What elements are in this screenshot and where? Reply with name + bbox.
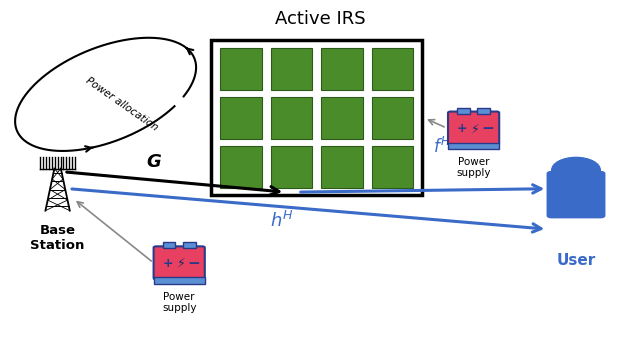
Text: Power
supply: Power supply <box>162 292 196 313</box>
Bar <box>321 48 363 90</box>
Bar <box>372 48 413 90</box>
Text: −: − <box>481 121 494 136</box>
Bar <box>271 48 312 90</box>
Bar <box>448 143 499 149</box>
Text: Power
supply: Power supply <box>456 157 491 178</box>
Text: +: + <box>457 122 467 135</box>
Bar <box>220 146 262 188</box>
Bar <box>220 97 262 139</box>
FancyBboxPatch shape <box>547 171 605 218</box>
Text: Active IRS: Active IRS <box>275 10 365 28</box>
Text: G: G <box>146 153 161 171</box>
Bar <box>477 108 490 114</box>
Bar <box>163 242 175 248</box>
Text: −: − <box>187 256 200 271</box>
Text: $f^H$: $f^H$ <box>433 136 451 157</box>
Text: +: + <box>163 257 173 270</box>
Text: $h^H$: $h^H$ <box>269 211 294 231</box>
Text: ⚡: ⚡ <box>471 122 480 135</box>
Bar <box>321 146 363 188</box>
Bar <box>183 242 196 248</box>
Bar <box>372 146 413 188</box>
Bar <box>211 40 422 195</box>
Bar <box>321 97 363 139</box>
Bar <box>154 277 205 284</box>
Bar <box>457 108 470 114</box>
Text: Power allocation: Power allocation <box>84 76 159 133</box>
Bar <box>372 97 413 139</box>
FancyBboxPatch shape <box>448 112 499 145</box>
Text: ⚡: ⚡ <box>177 257 186 270</box>
Circle shape <box>552 157 600 183</box>
Bar <box>220 48 262 90</box>
Bar <box>271 97 312 139</box>
FancyBboxPatch shape <box>154 246 205 279</box>
Bar <box>271 146 312 188</box>
Text: User: User <box>556 253 596 268</box>
Text: Base
Station: Base Station <box>31 224 84 252</box>
